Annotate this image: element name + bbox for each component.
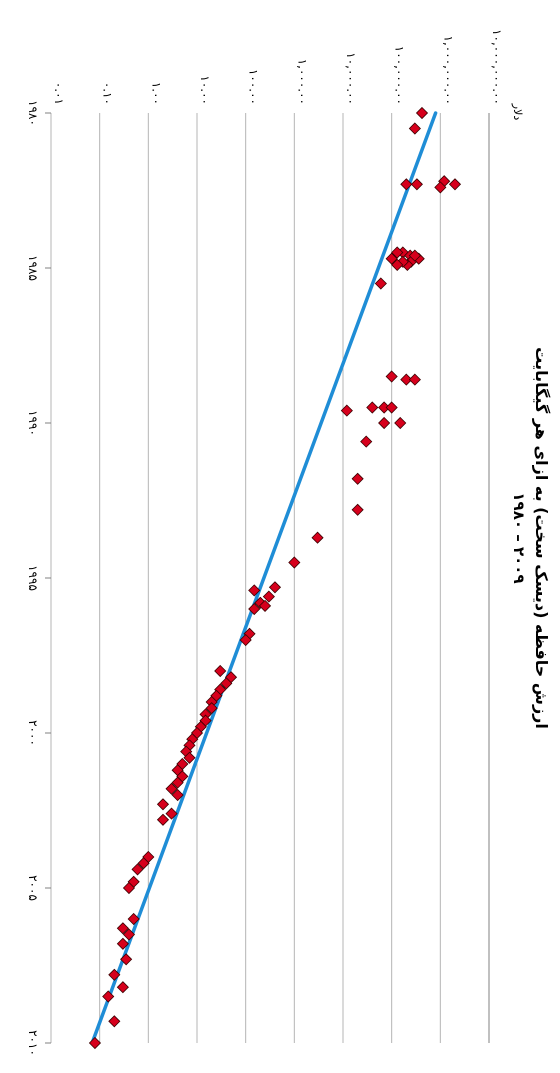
data-point: [137, 857, 150, 870]
data-point: [116, 981, 129, 994]
data-point: [448, 178, 462, 191]
data-point: [410, 178, 423, 191]
data-point: [374, 277, 387, 290]
data-point: [88, 1036, 102, 1050]
data-point: [156, 798, 170, 811]
data-point: [311, 531, 324, 544]
data-point: [248, 584, 261, 597]
data-point: [351, 503, 364, 516]
chart-subtitle: ۱۹۸۰ – ۲۰۰۹: [510, 492, 528, 583]
y-tick-label: ۱,۰۰۰.۰۰: [295, 59, 309, 105]
data-point: [220, 677, 233, 690]
y-axis-unit-label: دلار: [511, 103, 524, 121]
data-point: [116, 922, 129, 935]
data-point: [378, 416, 391, 430]
y-tick-label: ۰.۰۱: [52, 82, 66, 105]
data-point: [351, 472, 364, 485]
data-point: [108, 968, 121, 981]
data-point: [165, 782, 178, 795]
x-tick-label: ۲۰۰۵: [26, 875, 40, 901]
y-tick-label: ۱,۰۰۰,۰۰۰.۰۰: [441, 36, 455, 105]
data-point: [127, 912, 140, 926]
data-point: [385, 252, 398, 265]
data-point: [400, 178, 413, 191]
data-point: [116, 937, 129, 950]
data-point: [268, 581, 282, 594]
y-tick-label: ۱.۰۰: [149, 82, 163, 105]
y-tick-label: ۱۰۰,۰۰۰.۰۰: [393, 46, 407, 105]
data-point: [415, 106, 429, 120]
data-point: [408, 122, 421, 135]
data-point: [408, 249, 421, 262]
x-tick-label: ۲۰۰۰: [26, 720, 40, 746]
data-point: [171, 776, 184, 789]
data-point: [108, 1015, 121, 1028]
data-point: [366, 401, 379, 414]
data-point: [165, 807, 178, 820]
y-tick-label: ۱۰,۰۰۰,۰۰۰.۰۰: [490, 29, 504, 105]
data-point: [385, 401, 398, 414]
x-tick-label: ۱۹۹۵: [26, 565, 40, 591]
x-tick-label: ۱۹۸۵: [26, 255, 40, 281]
x-tick-label: ۱۹۹۰: [26, 410, 40, 436]
trend-line: [90, 111, 438, 1045]
data-point: [183, 751, 196, 764]
grid-layer: [45, 112, 490, 1044]
data-point: [131, 863, 144, 876]
data-point: [248, 602, 261, 616]
data-point: [408, 373, 421, 386]
data-point: [122, 928, 136, 941]
data-point: [120, 953, 133, 966]
tick-labels-layer: ۰.۰۱ ۰.۱۰ ۱.۰۰ ۱۰.۰۰ ۱۰۰.۰۰ ۱,۰۰۰.۰۰ ۱۰,۰۰۰.۰۰…: [26, 29, 504, 1056]
data-point: [214, 664, 227, 678]
y-tick-label: ۱۰.۰۰: [198, 75, 212, 105]
data-point: [205, 702, 218, 715]
trend-layer: [90, 111, 438, 1045]
data-point: [391, 246, 404, 259]
data-point: [394, 416, 407, 430]
data-point: [400, 373, 413, 386]
x-tick-label: ۲۰۱۰: [26, 1030, 40, 1056]
data-point: [239, 633, 252, 647]
data-point: [122, 881, 136, 895]
data-point: [156, 813, 170, 826]
data-point: [288, 556, 301, 569]
data-point: [258, 599, 272, 612]
data-point: [102, 990, 115, 1003]
chart-title: ارزش حافظه (دیسک سخت) به ازای هر گیگابای…: [532, 347, 551, 729]
data-point: [171, 788, 184, 802]
data-point: [385, 370, 398, 383]
x-tick-label: ۱۹۸۰: [26, 100, 40, 126]
data-point: [434, 181, 447, 194]
data-point: [340, 404, 353, 417]
data-point: [262, 590, 275, 603]
data-point: [360, 435, 373, 448]
y-tick-label: ۱۰,۰۰۰.۰۰: [344, 52, 358, 105]
points-layer: [88, 106, 462, 1050]
y-tick-label: ۱۰۰.۰۰: [247, 69, 261, 105]
data-point: [391, 258, 404, 271]
y-tick-label: ۰.۱۰: [101, 82, 115, 105]
